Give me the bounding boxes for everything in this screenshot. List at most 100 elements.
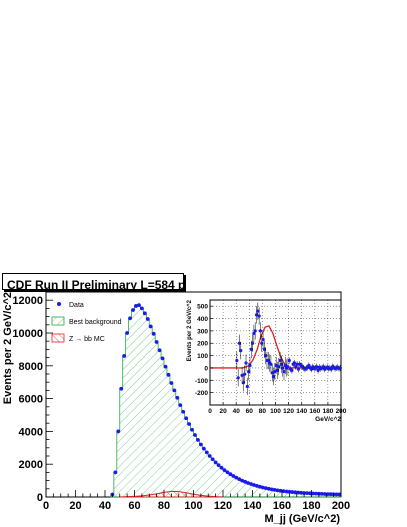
inset-data-point bbox=[250, 341, 255, 345]
data-point bbox=[207, 454, 212, 458]
data-point bbox=[190, 427, 194, 432]
data-point bbox=[204, 450, 209, 455]
y-tick-label: 12000 bbox=[12, 295, 43, 307]
data-point bbox=[148, 324, 153, 329]
data-point bbox=[278, 488, 283, 493]
data-point bbox=[311, 491, 315, 496]
inset-data-point bbox=[266, 358, 270, 363]
data-point bbox=[260, 485, 265, 490]
data-point bbox=[139, 306, 144, 311]
legend-data-label: Data bbox=[69, 302, 84, 309]
inset-x-tick-label: 140 bbox=[296, 408, 307, 415]
inset-data-point bbox=[254, 313, 259, 317]
data-point bbox=[257, 484, 262, 489]
x-tick-label: 100 bbox=[184, 500, 202, 512]
data-point bbox=[166, 372, 171, 377]
inset-data-point bbox=[277, 365, 281, 369]
legend-zbb-swatch bbox=[51, 333, 65, 343]
inset-data-point bbox=[260, 341, 264, 345]
data-point bbox=[328, 492, 333, 497]
y-tick-label: 4000 bbox=[19, 426, 43, 438]
inset-data-point bbox=[294, 365, 298, 369]
data-point bbox=[302, 491, 307, 495]
inset-data-point bbox=[287, 358, 291, 363]
x-tick-label: 160 bbox=[273, 500, 291, 512]
inset-data-point bbox=[240, 373, 244, 377]
inset-x-tick-label: 120 bbox=[283, 408, 294, 415]
x-tick-label: 140 bbox=[243, 500, 261, 512]
data-point bbox=[237, 477, 242, 482]
data-point bbox=[122, 354, 127, 358]
inset-data-point bbox=[307, 363, 311, 368]
inset-y-tick-label: -100 bbox=[195, 378, 208, 385]
data-point bbox=[154, 340, 159, 344]
data-point bbox=[142, 311, 147, 316]
data-point bbox=[172, 388, 177, 393]
inset-data-point bbox=[261, 337, 265, 342]
data-point bbox=[157, 348, 162, 353]
inset-data-point bbox=[295, 362, 299, 366]
data-point bbox=[272, 487, 277, 492]
inset-data-point bbox=[273, 370, 277, 374]
x-tick-label: 40 bbox=[99, 500, 111, 512]
inset-data-point bbox=[290, 368, 294, 373]
chart-banner: CDF Run II Preliminary L=584 pb-1 bbox=[2, 273, 184, 290]
x-tick-label: 0 bbox=[43, 500, 49, 512]
inset-data-point bbox=[247, 370, 251, 374]
inset-data-point bbox=[296, 367, 301, 371]
data-point bbox=[296, 490, 301, 495]
x-tick-label: 60 bbox=[128, 500, 140, 512]
inset-x-axis-label: GeV/c^2 bbox=[315, 415, 341, 423]
inset-data-point bbox=[245, 384, 249, 389]
inset-data-point bbox=[321, 365, 325, 369]
data-point bbox=[322, 492, 327, 496]
inset-y-tick-label: 500 bbox=[197, 304, 208, 311]
y-tick-label: 6000 bbox=[19, 394, 43, 406]
data-point bbox=[255, 484, 259, 488]
data-point bbox=[216, 463, 221, 468]
inset-y-tick-label: 300 bbox=[197, 328, 208, 335]
data-point bbox=[187, 422, 191, 426]
data-point bbox=[234, 475, 239, 480]
data-point bbox=[181, 409, 186, 414]
inset-data-point bbox=[239, 349, 243, 353]
data-point bbox=[305, 491, 309, 496]
inset-y-tick-label: 400 bbox=[197, 316, 208, 323]
inset-x-tick-label: 160 bbox=[309, 408, 320, 415]
data-point bbox=[222, 468, 227, 473]
x-axis-label: M_jj (GeV/c^2) bbox=[264, 513, 340, 525]
data-point bbox=[337, 492, 342, 497]
data-point bbox=[325, 492, 330, 497]
x-tick-label: 20 bbox=[69, 500, 81, 512]
data-point bbox=[193, 433, 197, 437]
inset-x-tick-label: 200 bbox=[336, 408, 347, 415]
data-point bbox=[249, 482, 253, 486]
inset-data-point bbox=[241, 381, 246, 385]
data-point bbox=[113, 470, 118, 475]
data-point bbox=[201, 446, 206, 451]
inset-data-point bbox=[262, 347, 266, 352]
legend: Data Best background Z → bb MC bbox=[51, 302, 122, 343]
inset-data-point bbox=[258, 329, 263, 333]
data-point bbox=[293, 490, 298, 495]
data-point bbox=[246, 481, 250, 485]
inset-data-point bbox=[286, 365, 290, 369]
inset-data-point bbox=[282, 370, 286, 374]
inset-x-tick-label: 60 bbox=[246, 408, 254, 415]
inset-x-tick-label: 100 bbox=[270, 408, 281, 415]
x-tick-label: 120 bbox=[214, 500, 232, 512]
inset-data-point bbox=[279, 362, 283, 366]
data-point bbox=[125, 331, 130, 335]
data-point bbox=[269, 487, 274, 492]
data-point bbox=[210, 457, 215, 462]
data-point bbox=[137, 303, 141, 308]
y-tick-label: 8000 bbox=[19, 361, 43, 373]
data-point bbox=[252, 483, 256, 487]
data-point bbox=[281, 489, 286, 494]
data-point bbox=[198, 442, 203, 447]
inset-x-tick-label: 80 bbox=[259, 408, 267, 415]
x-tick-label: 200 bbox=[332, 500, 350, 512]
inset-y-tick-label: 200 bbox=[197, 341, 208, 348]
inset-data-point bbox=[235, 358, 239, 363]
inset-data-point bbox=[271, 374, 276, 379]
